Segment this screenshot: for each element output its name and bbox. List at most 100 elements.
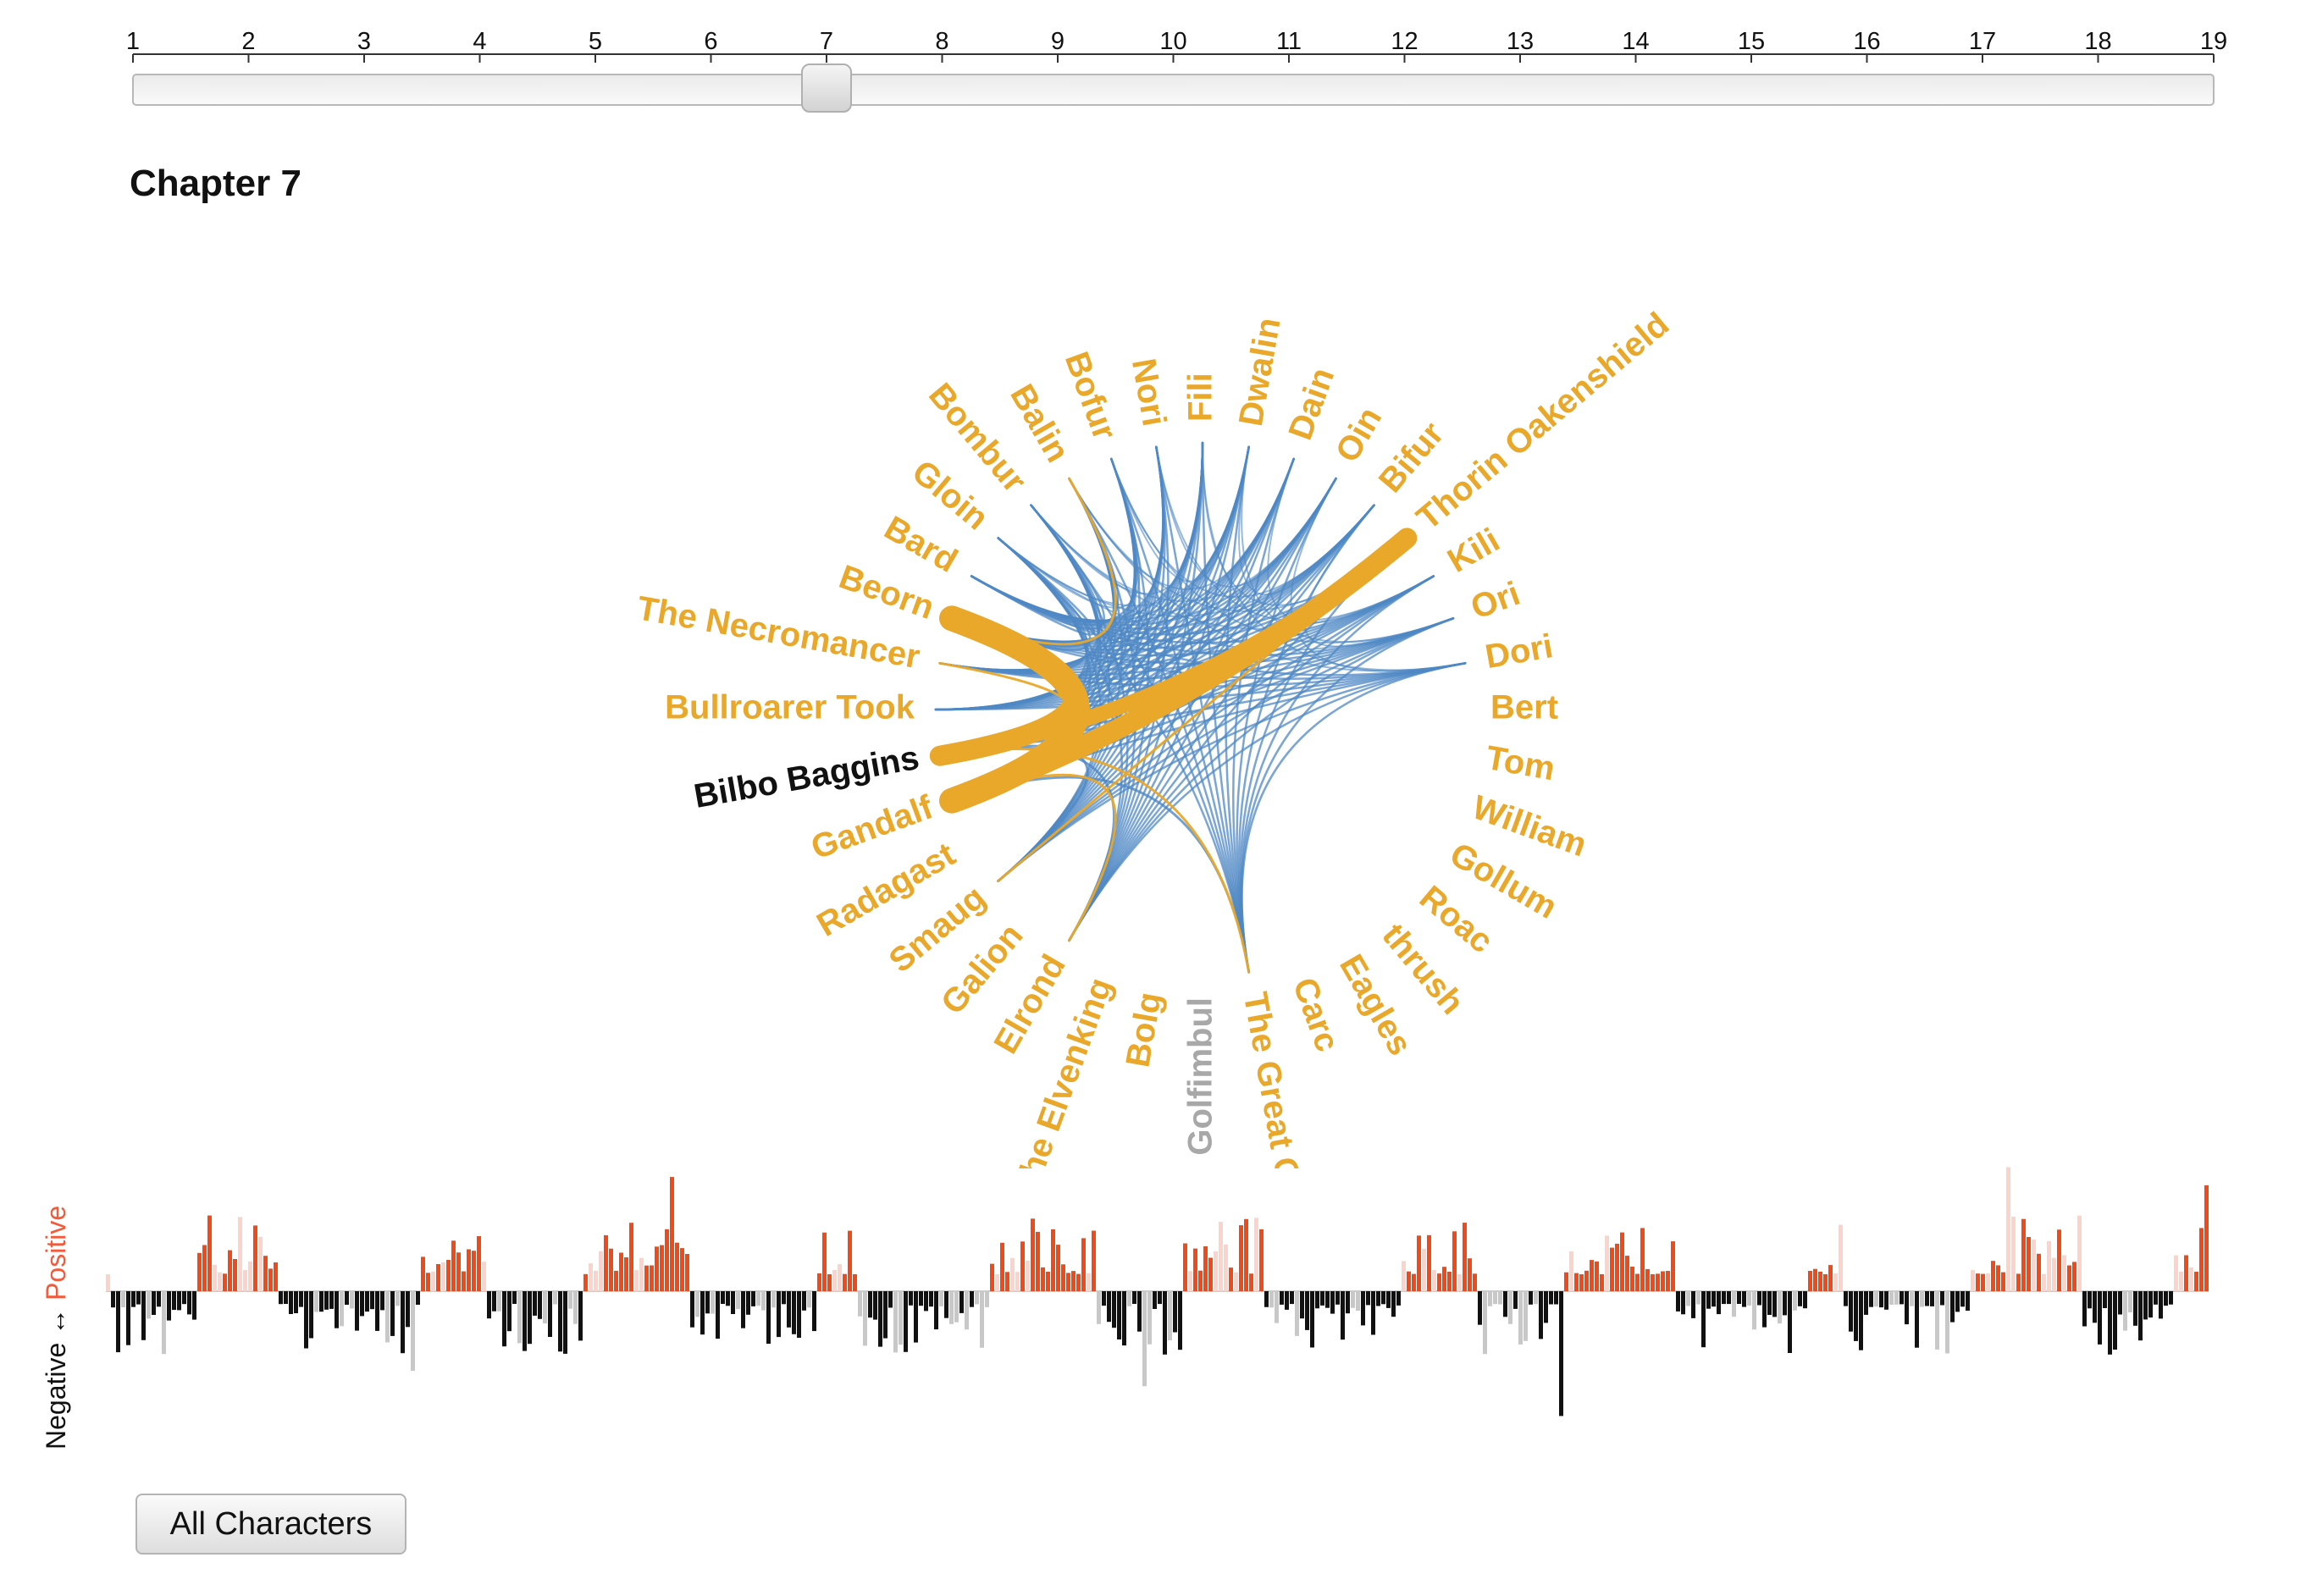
sentiment-bar [1976,1273,1980,1291]
sentiment-bar [1701,1291,1706,1348]
sentiment-bar [1483,1291,1487,1355]
sentiment-bar [116,1291,120,1353]
sentiment-bar [2128,1291,2132,1312]
sentiment-bar [1651,1273,1655,1291]
sentiment-bar [959,1291,964,1313]
sentiment-bar [888,1291,893,1308]
sentiment-bar [289,1291,293,1314]
sentiment-bar [1422,1248,1426,1291]
sentiment-bar [655,1246,659,1291]
sentiment-bar [1742,1291,1746,1307]
sentiment-bar [1158,1291,1162,1305]
sentiment-bar [1600,1273,1604,1291]
character-link [1110,445,1250,583]
sentiment-bar [1605,1235,1609,1291]
sentiment-bar [1844,1291,1848,1306]
sentiment-bar [777,1291,781,1338]
sentiment-bar [670,1177,674,1291]
sentiment-bar [985,1291,989,1307]
sentiment-bar [665,1229,669,1291]
character-link [997,458,1141,609]
sentiment-bar [1391,1291,1396,1317]
sentiment-bar [1147,1291,1152,1345]
sentiment-bar [1468,1258,1472,1291]
sentiment-bar [543,1291,547,1324]
sentiment-bar [2001,1272,2005,1291]
character-label[interactable]: Fili [1182,373,1219,422]
sentiment-bar [939,1291,943,1306]
sentiment-bar [629,1223,633,1291]
character-label[interactable]: Bert [1490,689,1558,726]
sentiment-bar [126,1291,130,1345]
sentiment-bar [1142,1291,1147,1387]
sentiment-bar [1508,1291,1512,1324]
sentiment-bar [106,1274,110,1291]
sentiment-bar [1610,1247,1614,1291]
chapter-slider[interactable]: 1 2 3 4 5 6 7 8 9 10 11 12 13 14 15 16 17 18 19 [0,0,2317,119]
sentiment-bar [1940,1291,1944,1306]
sentiment-bar [711,1291,715,1314]
sentiment-bar [187,1291,191,1315]
sentiment-bar [1905,1291,1909,1325]
sentiment-bar [822,1232,827,1291]
sentiment-bar [899,1291,903,1345]
sentiment-bar [1950,1291,1955,1323]
sentiment-bar [533,1291,537,1316]
sentiment-bar [1630,1267,1634,1291]
sentiment-bar [279,1291,283,1305]
sentiment-bar [848,1230,852,1291]
sentiment-bar [771,1291,776,1308]
sentiment-bar [2204,1185,2209,1291]
sentiment-bar [492,1291,496,1312]
sentiment-bar [1783,1291,1787,1316]
sentiment-bar [731,1291,735,1314]
sentiment-bar [207,1215,212,1291]
character-label[interactable]: Bullroarer Took [665,689,915,726]
sentiment-bar [390,1291,395,1336]
sentiment-bar [1656,1273,1660,1291]
sentiment-bar [1717,1291,1721,1315]
sentiment-bar [385,1291,390,1343]
sentiment-bar [131,1291,135,1307]
sentiment-bar [1529,1291,1533,1305]
sentiment-bar [1305,1291,1309,1330]
sentiment-bar [1081,1238,1086,1291]
sentiment-bar [1706,1291,1711,1309]
sentiment-bar [614,1270,618,1291]
slider-tick-label: 15 [1738,28,1765,55]
sentiment-bar [192,1291,196,1320]
sentiment-bar [152,1291,156,1315]
sentiment-bar [1788,1291,1792,1353]
sentiment-bar [1335,1291,1340,1305]
sentiment-bar [345,1291,349,1305]
sentiment-bar [954,1291,959,1323]
sentiment-bar [1513,1291,1518,1309]
sentiment-bar [1793,1291,1797,1311]
slider-tick-label: 19 [2200,28,2227,55]
sentiment-bar [1412,1273,1416,1291]
sentiment-bar [1381,1291,1385,1305]
sentiment-bar [441,1262,445,1291]
sentiment-bar [1833,1273,1838,1291]
sentiment-bar [705,1291,710,1314]
sentiment-bar [1661,1271,1665,1291]
sentiment-bar [1971,1270,1975,1291]
sentiment-bar [838,1264,842,1291]
character-label[interactable]: Golfimbul [1182,997,1219,1156]
slider-track[interactable] [132,74,2215,106]
sentiment-bar [1020,1241,1025,1291]
sentiment-bar [2042,1273,2046,1291]
sentiment-bar [563,1291,567,1354]
sentiment-bar [1859,1291,1863,1350]
sentiment-bar [1452,1231,1457,1291]
sentiment-bar [1092,1230,1096,1291]
sentiment-bar [1234,1272,1238,1291]
all-characters-button[interactable]: All Characters [135,1494,406,1555]
sentiment-bar [624,1257,628,1291]
sentiment-bar [1188,1271,1192,1291]
slider-handle[interactable] [801,64,852,113]
sentiment-bar [2047,1240,2051,1291]
sentiment-bar [1178,1291,1182,1350]
sentiment-bar [1386,1291,1391,1308]
slider-tick-label: 13 [1507,28,1534,55]
